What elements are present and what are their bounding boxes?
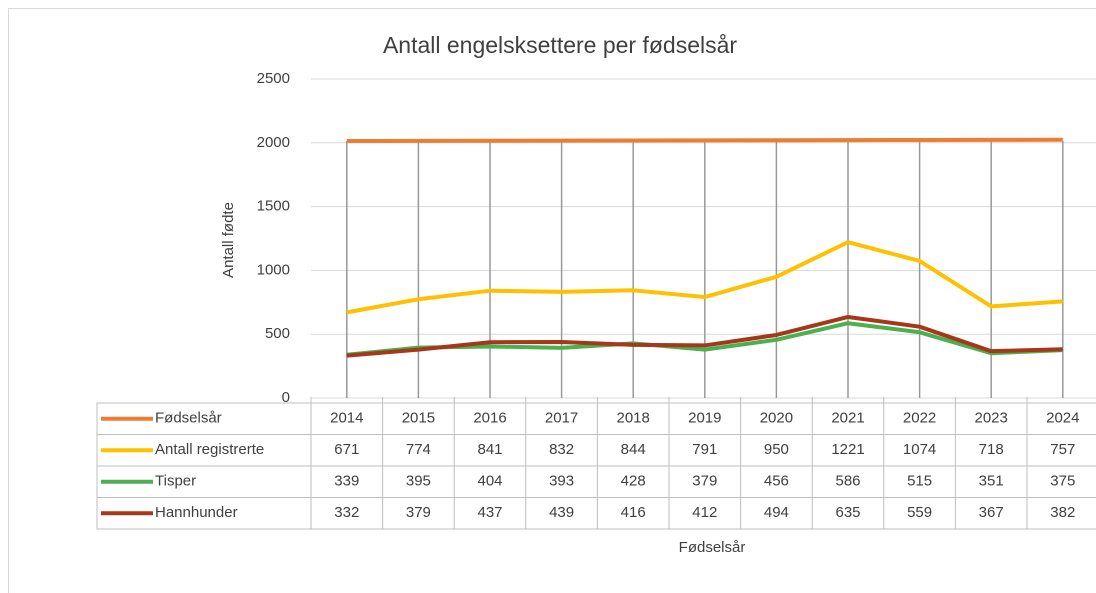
- table-value: 2019: [688, 410, 721, 427]
- table-value: 428: [621, 473, 646, 490]
- legend-label: Hannhunder: [155, 504, 238, 521]
- table-value: 404: [477, 473, 502, 490]
- table-value: 379: [692, 473, 717, 490]
- chart-title: Antall engelsksettere per fødselsår: [383, 32, 737, 58]
- table-value: 2014: [330, 410, 363, 427]
- table-value: 718: [979, 441, 1004, 458]
- table-value: 950: [764, 441, 789, 458]
- y-tick-label: 2000: [257, 134, 290, 151]
- table-value: 456: [764, 473, 789, 490]
- table-value: 515: [907, 473, 932, 490]
- table-value: 351: [979, 473, 1004, 490]
- table-value: 416: [621, 504, 646, 521]
- table-value: 832: [549, 441, 574, 458]
- table-value: 1074: [903, 441, 936, 458]
- table-value: 2022: [903, 410, 936, 427]
- legend-label: Fødselsår: [155, 410, 222, 427]
- legend-label: Tisper: [155, 473, 196, 490]
- series-line: [346, 240, 1063, 315]
- table-value: 437: [477, 504, 502, 521]
- table-value: 395: [406, 473, 431, 490]
- table-value: 379: [406, 504, 431, 521]
- table-value: 774: [406, 441, 431, 458]
- y-tick-label: 1000: [257, 261, 290, 278]
- table-value: 1221: [831, 441, 864, 458]
- series-line: [346, 137, 1063, 144]
- table-value: 757: [1050, 441, 1075, 458]
- table-value: 2024: [1046, 410, 1079, 427]
- table-value: 367: [979, 504, 1004, 521]
- table-value: 844: [621, 441, 646, 458]
- table-value: 375: [1050, 473, 1075, 490]
- x-axis-label: Fødselsår: [679, 539, 746, 556]
- table-value: 841: [477, 441, 502, 458]
- table-value: 393: [549, 473, 574, 490]
- series-line: [346, 321, 1063, 357]
- y-tick-label: 1500: [257, 198, 290, 215]
- table-value: 2015: [402, 410, 435, 427]
- y-tick-label: 2500: [257, 70, 290, 87]
- table-value: 2020: [760, 410, 793, 427]
- y-tick-label: 0: [282, 389, 290, 406]
- chart-frame: [8, 8, 1096, 593]
- table-value: 586: [835, 473, 860, 490]
- table-value: 2016: [473, 410, 506, 427]
- table-value: 382: [1050, 504, 1075, 521]
- table-value: 2023: [975, 410, 1008, 427]
- table-value: 671: [334, 441, 359, 458]
- table-value: 635: [835, 504, 860, 521]
- table-value: 494: [764, 504, 789, 521]
- table-value: 2021: [831, 410, 864, 427]
- series-line: [346, 314, 1063, 358]
- table-value: 791: [692, 441, 717, 458]
- y-tick-label: 500: [265, 325, 290, 342]
- table-value: 2017: [545, 410, 578, 427]
- table-value: 2018: [617, 410, 650, 427]
- table-value: 339: [334, 473, 359, 490]
- table-value: 412: [692, 504, 717, 521]
- table-value: 559: [907, 504, 932, 521]
- table-value: 332: [334, 504, 359, 521]
- table-value: 439: [549, 504, 574, 521]
- y-axis-label: Antall fødte: [220, 202, 237, 278]
- legend-label: Antall registrerte: [155, 441, 264, 458]
